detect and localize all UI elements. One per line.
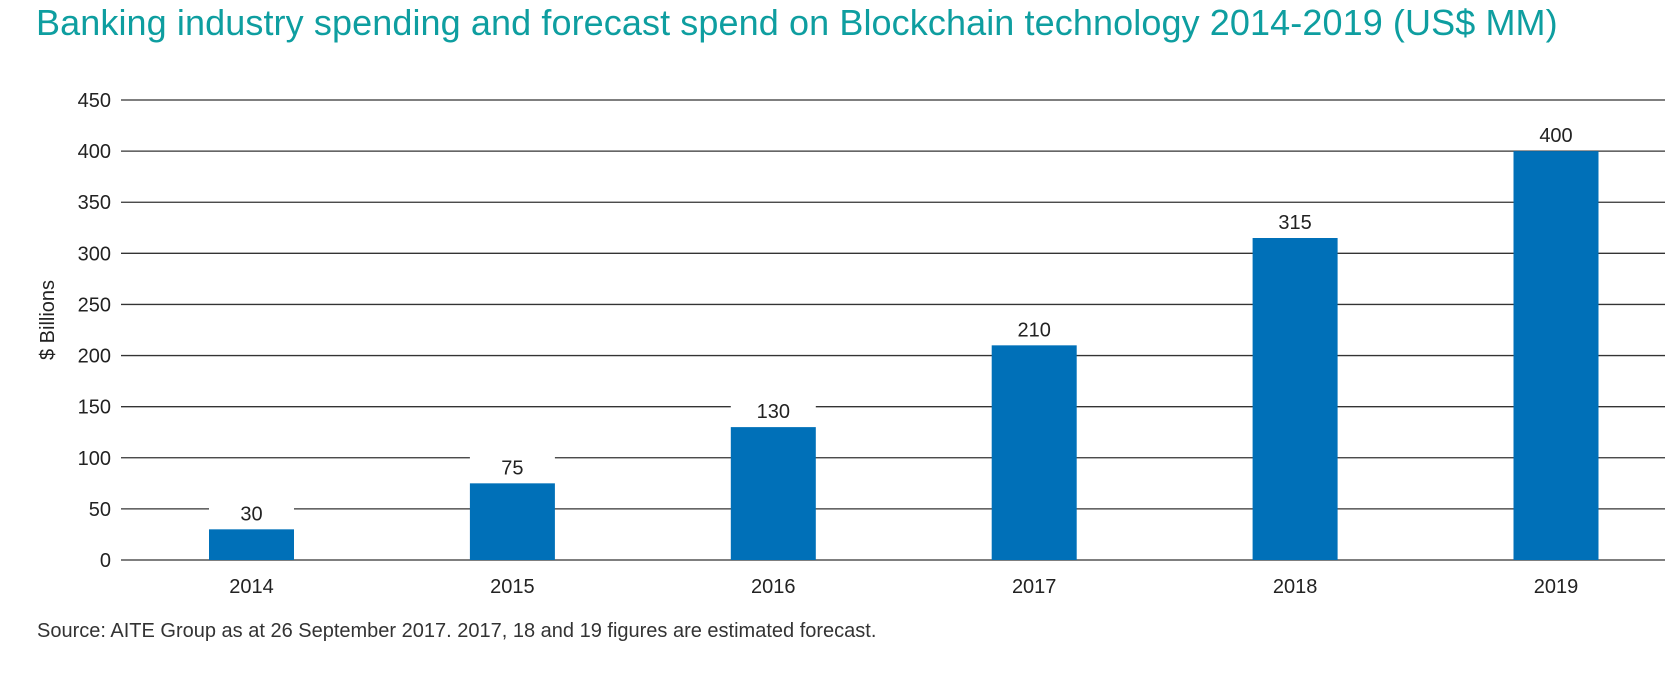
y-tick-label: 400 bbox=[78, 141, 111, 163]
y-tick-label: 350 bbox=[78, 192, 111, 214]
data-label-background bbox=[1252, 210, 1338, 234]
y-axis-ticks: 0 50 100 150 200 250 300 350 400 450 bbox=[78, 90, 111, 572]
data-label-background bbox=[730, 399, 816, 424]
data-label-background bbox=[1513, 123, 1599, 148]
bar-2014 bbox=[209, 529, 294, 560]
y-tick-label: 0 bbox=[100, 550, 111, 572]
gridlines bbox=[121, 99, 1665, 561]
bars bbox=[209, 151, 1599, 560]
data-label-2016: 130 bbox=[757, 401, 790, 423]
y-tick-label: 150 bbox=[78, 397, 111, 419]
y-tick-label: 450 bbox=[78, 90, 111, 112]
y-tick-label: 200 bbox=[78, 346, 111, 368]
y-tick-label: 100 bbox=[78, 448, 111, 470]
bar-2016 bbox=[730, 427, 816, 560]
y-tick-label: 250 bbox=[78, 294, 111, 316]
data-label-background bbox=[209, 501, 294, 526]
source-note: Source: AITE Group as at 26 September 20… bbox=[37, 620, 877, 642]
x-tick-label-2014: 2014 bbox=[229, 576, 274, 598]
data-label-background bbox=[991, 317, 1077, 342]
x-axis-ticks: 2014 2015 2016 2017 2018 2019 bbox=[229, 576, 1578, 598]
data-label-2019: 400 bbox=[1539, 125, 1572, 147]
y-tick-label: 50 bbox=[89, 499, 111, 521]
x-tick-label-2016: 2016 bbox=[751, 576, 796, 598]
data-label-2017: 210 bbox=[1018, 319, 1051, 341]
x-tick-label-2019: 2019 bbox=[1534, 576, 1579, 598]
x-tick-label-2018: 2018 bbox=[1273, 576, 1318, 598]
x-tick-label-2017: 2017 bbox=[1012, 576, 1057, 598]
data-label-2018: 315 bbox=[1278, 212, 1311, 234]
y-tick-label: 300 bbox=[78, 243, 111, 265]
bar-2015 bbox=[469, 483, 555, 560]
bar-2019 bbox=[1513, 151, 1599, 560]
data-label-2015: 75 bbox=[501, 457, 523, 479]
bar-2018 bbox=[1252, 238, 1338, 560]
x-tick-label-2015: 2015 bbox=[490, 576, 535, 598]
bar-2017 bbox=[991, 345, 1077, 560]
data-labels: 30 75 130 210 315 400 bbox=[209, 123, 1599, 526]
data-label-background bbox=[469, 455, 555, 480]
y-axis-label: $ Billions bbox=[37, 280, 59, 360]
data-label-2014: 30 bbox=[240, 503, 262, 525]
chart-title: Banking industry spending and forecast s… bbox=[36, 2, 1558, 43]
